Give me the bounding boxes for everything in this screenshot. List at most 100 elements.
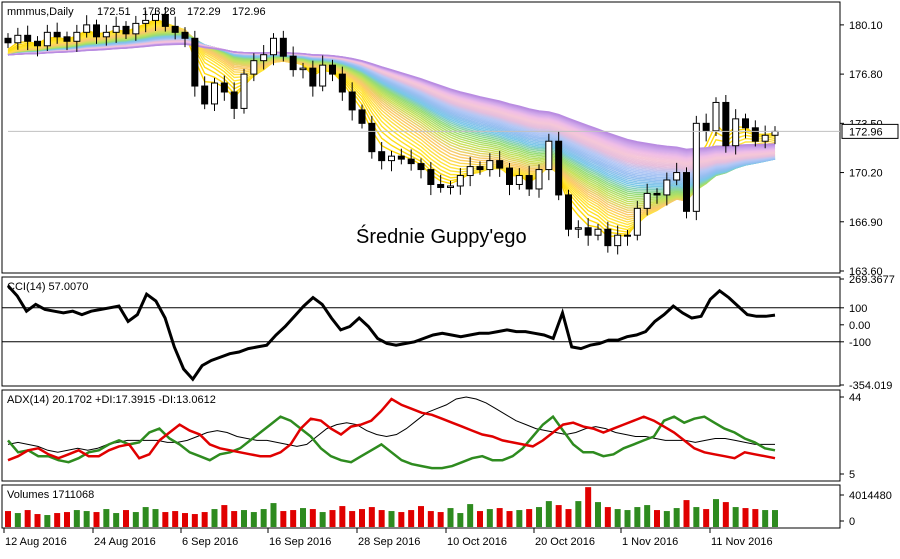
cci-pane-frame — [1, 276, 841, 387]
volume-bar — [211, 509, 218, 527]
candle — [633, 200, 641, 241]
candle-body — [417, 163, 425, 171]
candle — [260, 45, 268, 70]
candle — [73, 24, 81, 52]
candle-body — [683, 172, 690, 212]
guppy-ma-line — [7, 43, 776, 151]
candle-body — [152, 13, 159, 21]
candle — [338, 66, 346, 101]
volume-bar — [34, 514, 41, 527]
candle-body — [83, 24, 91, 33]
candle-body — [771, 130, 779, 136]
adx-series-line — [7, 396, 775, 453]
volume-bar — [221, 505, 228, 527]
volume-bar — [231, 511, 238, 527]
volume-bar — [398, 512, 405, 527]
candle — [614, 225, 622, 255]
candle-body — [338, 73, 346, 93]
price-y-tick-label: 163.60 — [849, 266, 883, 278]
candle — [604, 221, 612, 253]
candle-body — [643, 192, 651, 209]
candle-body — [761, 134, 769, 142]
candle-body — [466, 166, 474, 177]
candle-body — [211, 82, 218, 105]
candle-body — [407, 158, 415, 165]
candle-body — [574, 227, 582, 230]
candle-body — [279, 37, 287, 57]
candle — [191, 30, 199, 97]
candle — [427, 162, 435, 196]
candle — [722, 94, 730, 153]
candle-body — [545, 140, 553, 171]
candle — [181, 27, 189, 48]
candle-body — [181, 31, 189, 39]
x-tick-label: 28 Sep 2016 — [358, 536, 420, 548]
candle — [152, 9, 159, 31]
candle — [93, 19, 100, 44]
candle — [220, 75, 228, 101]
candle-body — [14, 34, 22, 44]
cci-pane-title: CCI(14) 57.0070 — [7, 281, 88, 293]
volume-bar — [349, 511, 356, 527]
candle-body — [486, 160, 494, 171]
candle — [643, 183, 651, 216]
candle-body — [732, 118, 740, 147]
candle-body — [230, 91, 238, 109]
candle-body — [751, 127, 759, 142]
candle-body — [161, 13, 169, 27]
candle — [201, 76, 209, 110]
candle — [476, 161, 484, 175]
candle — [574, 220, 582, 239]
volume-bar — [83, 511, 90, 527]
volume-bar — [762, 510, 769, 527]
candle — [329, 59, 336, 82]
volume-bar — [103, 509, 110, 527]
candle — [270, 33, 277, 66]
price-pane-frame — [1, 1, 841, 274]
volume-bar — [113, 513, 120, 527]
volume-bar — [437, 512, 444, 527]
candle-body — [742, 118, 749, 129]
price-pane-title: mmmus,Daily — [7, 6, 74, 18]
adx-pane-frame — [1, 389, 841, 482]
candle — [4, 33, 12, 49]
candle-body — [24, 34, 32, 42]
candlesticks — [4, 6, 840, 255]
volume-pane-title: Volumes 1711068 — [7, 489, 94, 501]
volume-bar — [280, 511, 287, 527]
candle — [368, 115, 376, 159]
y-axes: 180.10176.80173.50170.20166.90163.60172.… — [840, 20, 899, 528]
candle — [751, 120, 759, 147]
candle — [83, 15, 91, 38]
adx-y-tick-label: 44 — [849, 392, 861, 404]
volume-bar — [624, 510, 631, 527]
volume-bar — [722, 502, 729, 527]
volume-bar — [241, 510, 247, 527]
candle-body — [653, 192, 661, 196]
cci-plot — [2, 284, 840, 382]
candle-body — [594, 228, 602, 236]
volume-bar — [132, 512, 139, 527]
candle-body — [555, 140, 563, 196]
candle — [761, 125, 769, 149]
candle — [24, 25, 32, 51]
candle — [53, 22, 61, 44]
candle-body — [270, 37, 277, 56]
price-ohlc-open: 172.51 — [97, 6, 131, 18]
candle — [211, 77, 218, 111]
cci-y-tick-label: 269.3677 — [849, 274, 895, 286]
volume-bar — [182, 513, 188, 527]
candle-body — [122, 25, 130, 35]
candle — [171, 16, 179, 40]
price-ohlc-low: 172.29 — [187, 6, 221, 18]
candle — [407, 149, 415, 171]
candle — [742, 113, 749, 139]
volume-bar — [447, 508, 454, 527]
x-tick-label: 1 Nov 2016 — [622, 536, 678, 548]
candle-body — [663, 179, 671, 196]
volume-bar — [162, 512, 169, 527]
volume-bar — [506, 511, 513, 527]
volume-bar — [123, 510, 129, 527]
cci-line — [6, 284, 776, 382]
